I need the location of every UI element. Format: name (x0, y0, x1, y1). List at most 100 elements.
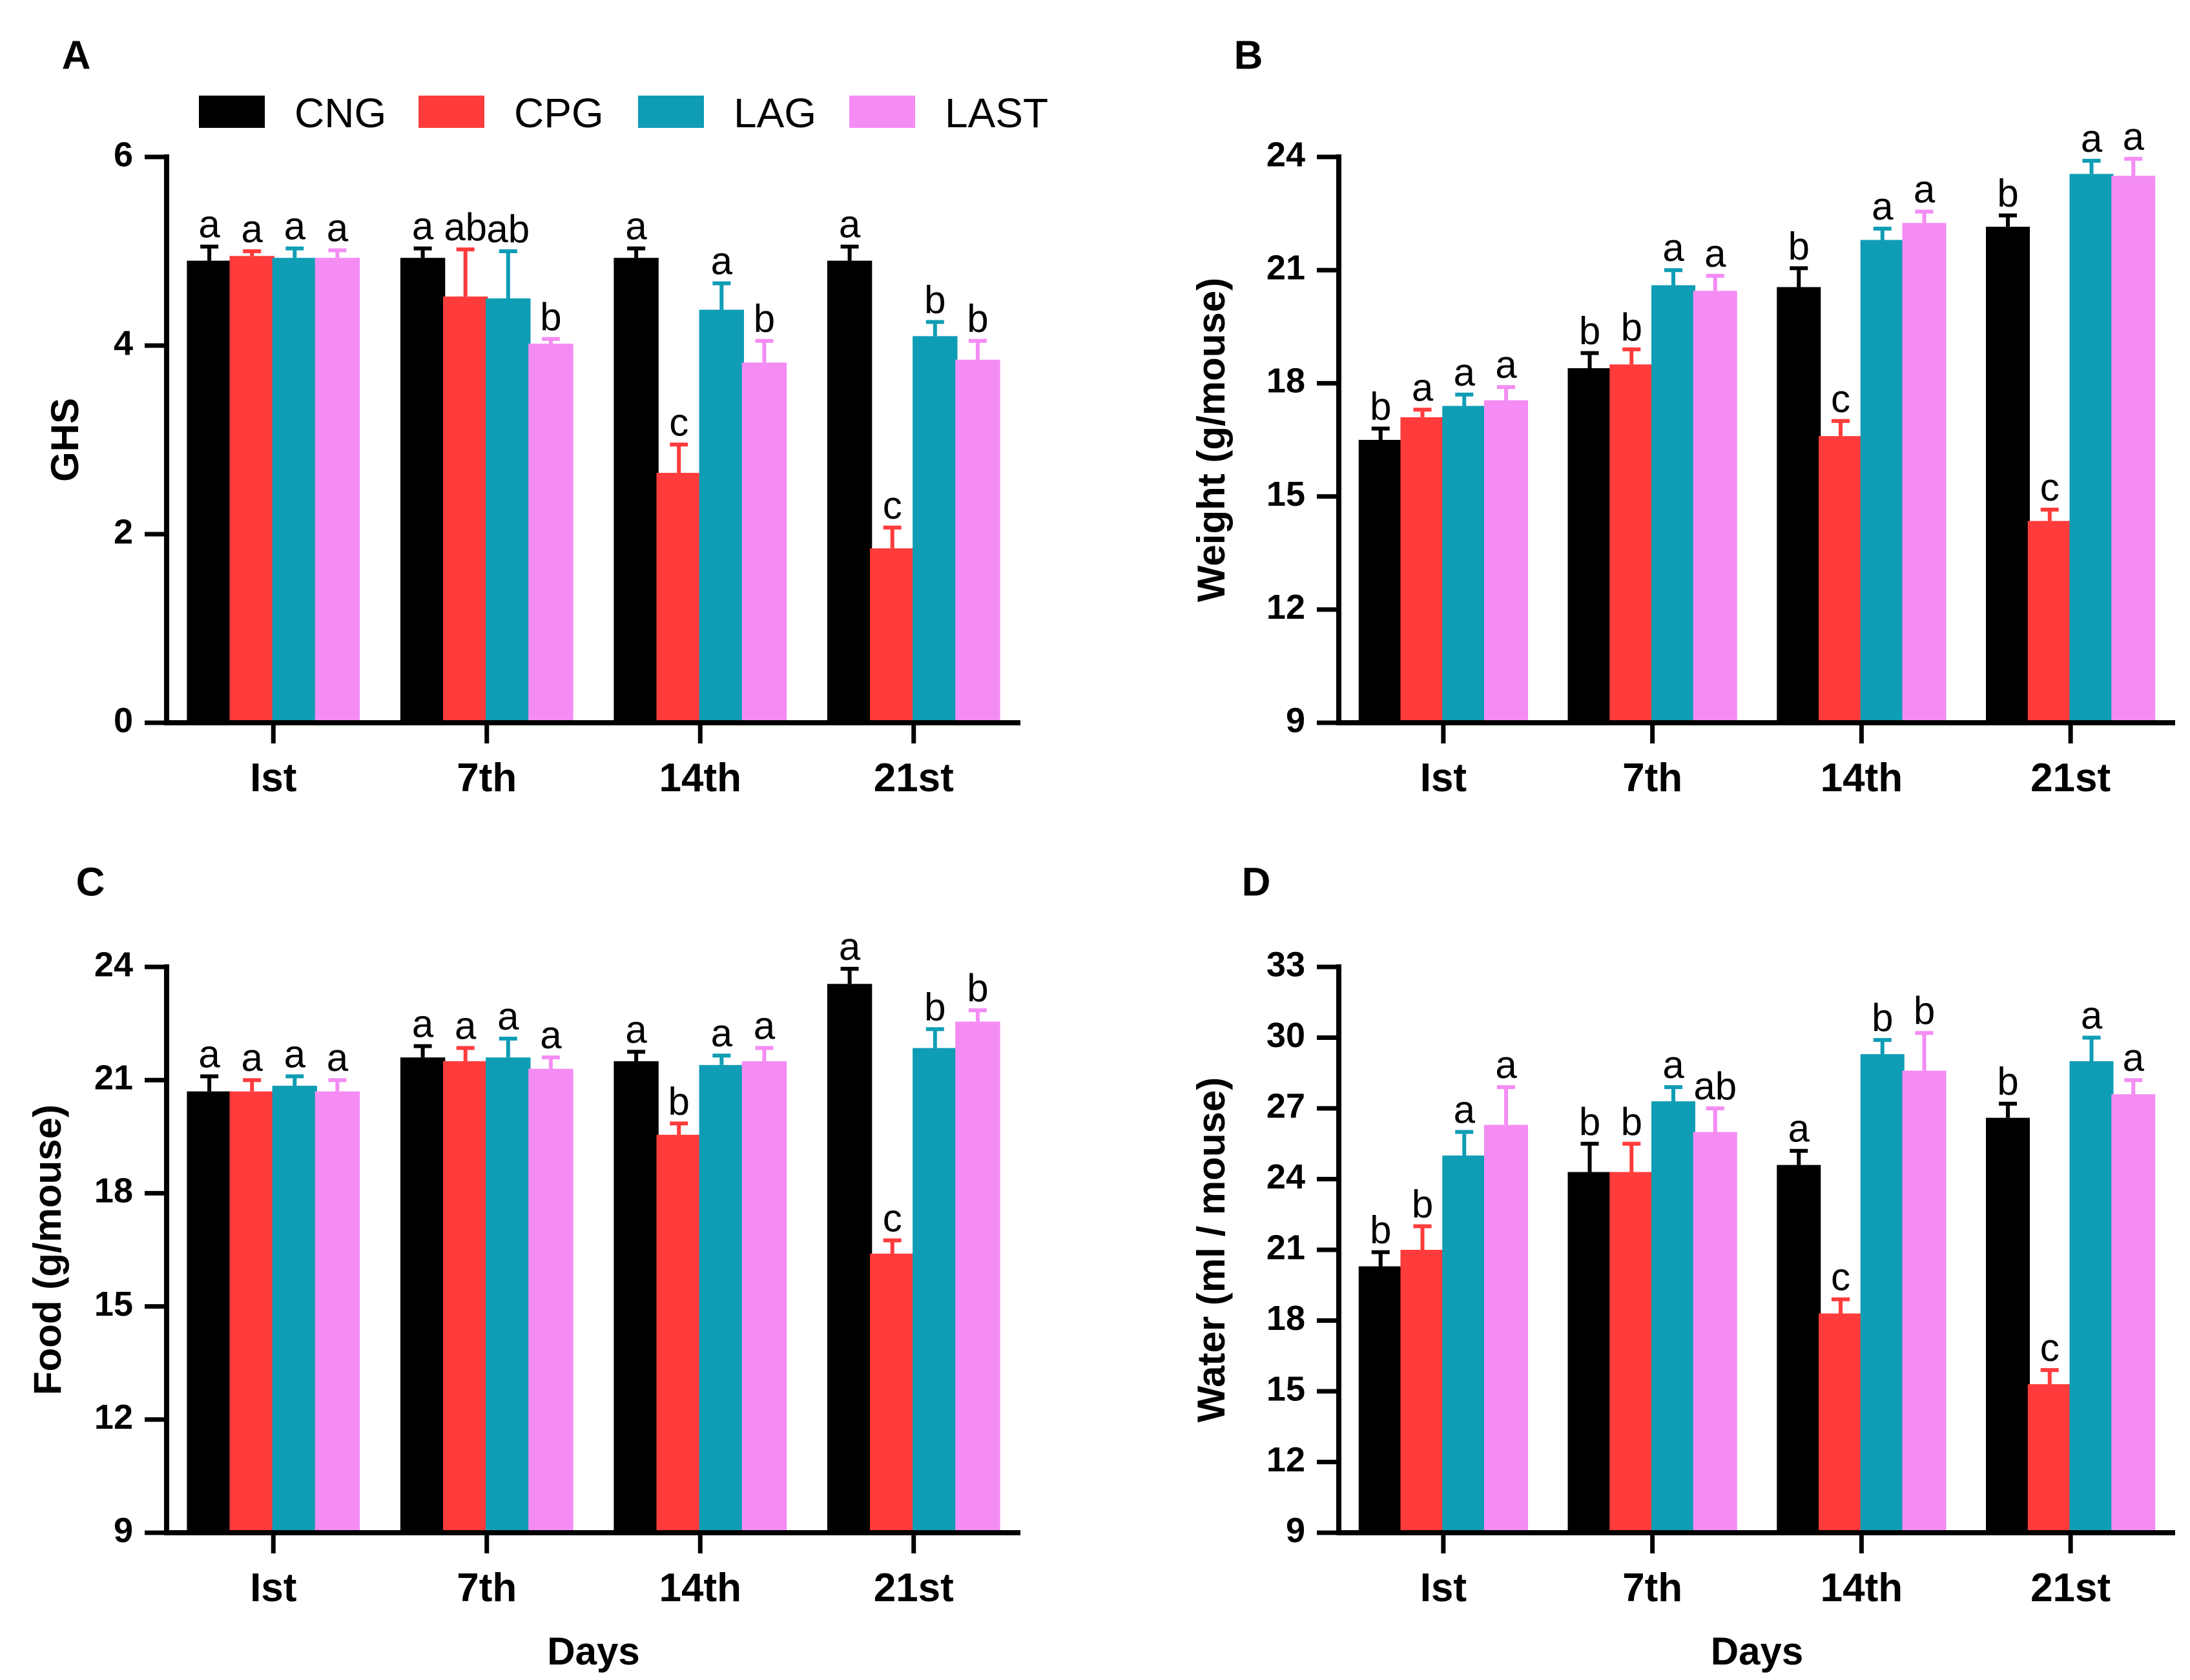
bar (869, 1253, 915, 1533)
x-tick-label: 14th (1821, 756, 1903, 800)
significance-label: b (1579, 1100, 1600, 1143)
bar (1651, 1101, 1695, 1533)
bar (1777, 1165, 1821, 1533)
significance-label: a (1412, 366, 1434, 409)
bar (1986, 1117, 2030, 1533)
x-tick-label: 7th (1622, 1566, 1682, 1610)
legend-swatch (638, 96, 704, 128)
significance-label: a (625, 1008, 647, 1051)
bar (400, 1057, 446, 1533)
series-cng: a a a a (187, 925, 873, 1533)
x-tick-label: 14th (659, 756, 741, 800)
significance-label: b (1872, 996, 1893, 1039)
bar (1819, 436, 1863, 723)
bar (913, 1048, 958, 1533)
x-tick-label: Ist (250, 756, 296, 800)
significance-label: a (754, 1004, 776, 1048)
bar (315, 1091, 360, 1533)
significance-label: a (1662, 1043, 1684, 1086)
bar (187, 1091, 232, 1533)
significance-label: a (1495, 343, 1517, 386)
y-axis-label: GHS (43, 398, 87, 482)
significance-label: c (669, 400, 688, 444)
x-tick-label: Ist (1420, 756, 1467, 800)
bar (1442, 406, 1487, 723)
y-axis-label: Water (ml / mouse) (1190, 1077, 1233, 1423)
y-tick-label: 9 (1286, 701, 1305, 740)
bar (1819, 1313, 1863, 1533)
y-tick-label: 24 (1266, 135, 1305, 174)
x-tick-label: Ist (1420, 1566, 1467, 1610)
y-axis-label: Weight (g/mouse) (1190, 278, 1233, 602)
legend-swatch (418, 96, 484, 128)
significance-label: a (1454, 351, 1476, 394)
significance-label: a (2123, 1036, 2145, 1079)
bar (955, 1021, 1000, 1533)
series-last: a a a b (315, 966, 1000, 1533)
y-tick-label: 24 (94, 945, 133, 984)
bar (528, 1068, 573, 1533)
bar (1484, 400, 1528, 723)
significance-label: ab (486, 207, 530, 251)
significance-label: b (1412, 1183, 1433, 1226)
y-tick-label: 2 (114, 512, 133, 551)
bar (614, 1061, 659, 1533)
significance-label: c (2040, 466, 2060, 509)
bar (1609, 1172, 1654, 1533)
y-tick-label: 33 (1266, 945, 1305, 984)
significance-label: a (839, 925, 861, 968)
bar (1567, 1172, 1612, 1533)
bar (486, 298, 531, 723)
significance-label: a (2123, 115, 2145, 158)
bar (1986, 227, 2030, 723)
significance-label: c (1831, 1256, 1850, 1299)
significance-label: b (967, 966, 988, 1010)
series-cng: bb ab (1358, 1060, 2030, 1533)
y-tick-label: 21 (1266, 1228, 1305, 1267)
significance-label: a (242, 1036, 263, 1079)
bar (955, 359, 1000, 723)
significance-label: a (412, 205, 434, 248)
significance-label: a (1662, 226, 1684, 269)
y-tick-label: 18 (1266, 362, 1305, 400)
bar (272, 258, 318, 723)
significance-label: a (327, 1036, 349, 1079)
bar (1609, 364, 1654, 723)
bar (1651, 285, 1695, 723)
legend-item-last: LAST (849, 90, 1048, 136)
y-tick-label: 6 (114, 135, 133, 174)
panel-letter: D (1242, 860, 1271, 904)
significance-label: b (1997, 1060, 2018, 1103)
y-tick-label: 12 (94, 1398, 133, 1436)
x-tick-label: 7th (1622, 756, 1682, 800)
series-cpg: a b c c (1400, 306, 2072, 723)
significance-label: a (1495, 1043, 1517, 1086)
legend-label: CPG (514, 90, 604, 136)
significance-label: a (198, 203, 220, 246)
y-tick-label: 27 (1266, 1086, 1305, 1125)
bar (1902, 1070, 1947, 1533)
significance-label: b (754, 297, 775, 340)
significance-label: a (497, 995, 519, 1038)
bar (1358, 1266, 1403, 1533)
legend-label: LAG (734, 90, 816, 136)
significance-label: ab (444, 205, 487, 249)
bar (2027, 1384, 2072, 1533)
bar (2111, 176, 2156, 723)
legend-item-lag: LAG (638, 90, 816, 136)
significance-label: a (412, 1002, 434, 1046)
bar (656, 473, 701, 723)
legend-swatch (199, 96, 265, 128)
significance-label: a (1914, 168, 1936, 211)
significance-label: b (1788, 224, 1810, 267)
y-axis-label: Food (g/mouse) (26, 1104, 69, 1395)
significance-label: a (1704, 232, 1726, 275)
x-tick-label: 21st (2030, 756, 2111, 800)
bar (1693, 1132, 1737, 1533)
bar (400, 258, 446, 723)
